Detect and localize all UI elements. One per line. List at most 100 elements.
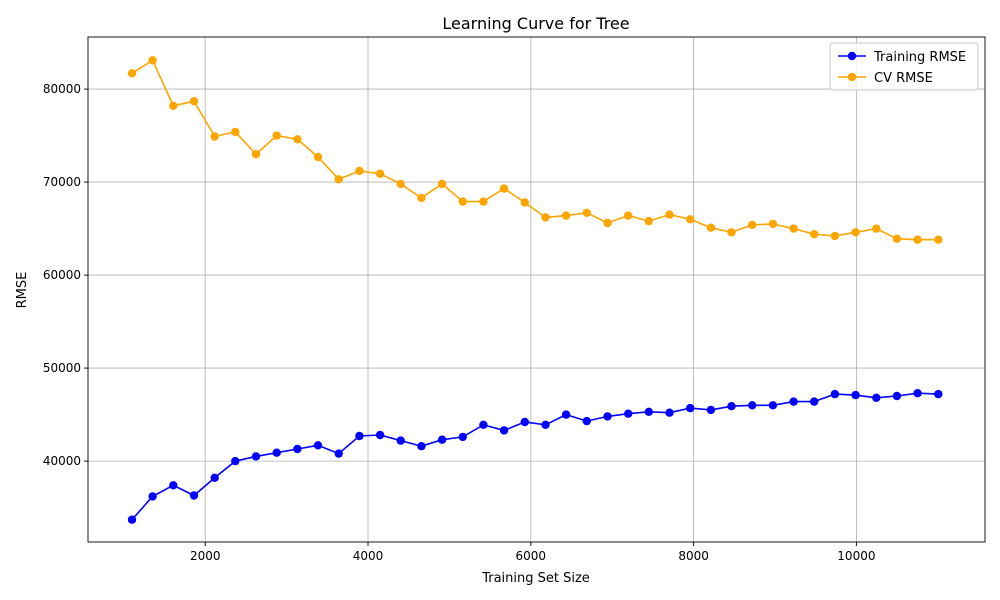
cv-rmse-point xyxy=(417,193,426,203)
training-rmse-point xyxy=(210,473,219,482)
y-tick-label: 40000 xyxy=(43,454,81,468)
y-axis: 40000 50000 60000 70000 80000 xyxy=(43,82,88,468)
y-tick-label: 80000 xyxy=(43,82,81,96)
y-tick-label: 60000 xyxy=(43,268,81,282)
cv-rmse-point xyxy=(210,132,219,141)
training-rmse-point xyxy=(396,436,405,445)
training-rmse-point xyxy=(686,403,695,413)
cv-rmse-point xyxy=(830,231,840,241)
training-rmse-point xyxy=(665,408,674,417)
legend-marker-training-rmse xyxy=(847,51,857,61)
training-rmse-point xyxy=(417,442,426,451)
series-layer xyxy=(127,56,943,524)
training-rmse-point xyxy=(913,389,922,398)
cv-rmse-point xyxy=(686,215,695,224)
training-rmse-point xyxy=(603,412,612,421)
cv-rmse-point xyxy=(665,210,674,219)
cv-rmse-point xyxy=(748,220,757,230)
cv-rmse-point xyxy=(603,218,612,228)
training-rmse-point xyxy=(375,430,385,440)
training-rmse-point xyxy=(582,416,591,426)
training-rmse-point xyxy=(251,452,261,461)
cv-rmse-point xyxy=(624,211,633,220)
x-tick-label: 8000 xyxy=(678,549,709,563)
cv-rmse-point xyxy=(768,219,778,229)
cv-rmse-point xyxy=(355,166,364,176)
x-tick-label: 6000 xyxy=(516,549,547,563)
cv-rmse-point xyxy=(561,211,571,220)
training-rmse-point xyxy=(644,407,653,416)
cv-rmse-point xyxy=(396,179,405,189)
cv-rmse-point xyxy=(272,131,281,140)
legend-box xyxy=(829,42,979,91)
cv-rmse-point xyxy=(437,179,447,189)
training-rmse-point xyxy=(561,410,571,419)
legend: Training RMSE CV RMSE xyxy=(829,42,979,91)
cv-rmse-point xyxy=(231,127,240,137)
training-rmse-point xyxy=(810,397,819,406)
training-rmse-line xyxy=(131,392,939,521)
training-rmse-point xyxy=(313,441,323,450)
training-rmse-point xyxy=(231,456,240,466)
training-rmse-point xyxy=(272,448,281,457)
cv-rmse-point xyxy=(851,228,860,237)
x-axis: 2000 4000 6000 8000 10000 xyxy=(190,542,875,563)
training-rmse-point xyxy=(706,405,716,415)
cv-rmse-point xyxy=(334,175,343,184)
chart-title: Learning Curve for Tree xyxy=(442,14,629,33)
y-tick-label: 50000 xyxy=(43,361,81,375)
x-tick-label: 10000 xyxy=(837,549,875,563)
training-rmse-point xyxy=(789,397,798,406)
training-rmse-point xyxy=(624,409,633,418)
cv-rmse-point xyxy=(872,224,881,233)
cv-rmse-point xyxy=(189,97,199,106)
training-rmse-point xyxy=(127,515,137,524)
training-rmse-point xyxy=(479,420,488,429)
cv-rmse-point xyxy=(520,198,529,207)
cv-rmse-point xyxy=(499,184,509,193)
cv-rmse-point xyxy=(727,228,736,237)
x-tick-label: 2000 xyxy=(190,549,221,563)
cv-rmse-line xyxy=(131,59,939,241)
training-rmse-point xyxy=(148,492,157,501)
training-rmse-point xyxy=(727,402,736,411)
cv-rmse-point xyxy=(313,152,323,162)
cv-rmse-point xyxy=(789,224,798,233)
cv-rmse-point xyxy=(892,234,902,243)
cv-rmse-point xyxy=(934,235,943,244)
legend-label-cv-rmse: CV RMSE xyxy=(874,71,933,86)
cv-rmse-point xyxy=(458,197,467,206)
training-rmse-point xyxy=(437,435,447,444)
cv-rmse-point xyxy=(541,213,550,222)
cv-rmse-point xyxy=(479,197,488,206)
training-rmse-point xyxy=(541,420,550,429)
training-rmse-point xyxy=(830,389,840,399)
training-rmse-point xyxy=(851,390,860,400)
cv-rmse-point xyxy=(913,235,922,244)
training-rmse-point xyxy=(768,401,778,410)
training-rmse-point xyxy=(892,391,902,401)
cv-rmse-point xyxy=(582,208,591,217)
cv-rmse-point xyxy=(293,135,302,144)
training-rmse-point xyxy=(872,393,881,402)
training-rmse-point xyxy=(499,426,509,435)
cv-rmse-point xyxy=(251,150,261,159)
training-rmse-point xyxy=(355,431,364,441)
cv-rmse-point xyxy=(810,230,819,239)
cv-rmse-point xyxy=(169,101,178,111)
y-axis-title: RMSE xyxy=(15,272,30,309)
training-rmse-point xyxy=(520,417,529,427)
y-tick-label: 70000 xyxy=(43,175,81,189)
plot-area-frame xyxy=(87,36,986,543)
training-rmse-point xyxy=(458,432,467,442)
training-rmse-point xyxy=(934,389,943,399)
cv-rmse-point xyxy=(375,169,385,178)
training-rmse-point xyxy=(334,449,343,458)
cv-rmse-point xyxy=(644,216,653,226)
training-rmse-point xyxy=(169,481,178,490)
cv-rmse-point xyxy=(127,69,137,78)
legend-label-training-rmse: Training RMSE xyxy=(873,50,966,65)
x-axis-title: Training Set Size xyxy=(481,571,590,586)
